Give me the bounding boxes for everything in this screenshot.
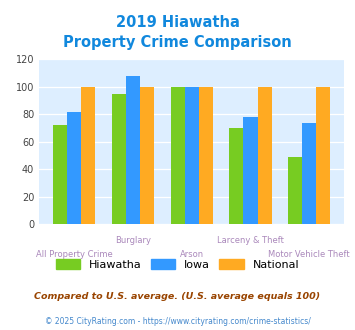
Text: Motor Vehicle Theft: Motor Vehicle Theft	[268, 250, 350, 259]
Bar	[244, 117, 258, 224]
Bar	[81, 87, 95, 224]
Bar	[302, 123, 316, 224]
Text: © 2025 CityRating.com - https://www.cityrating.com/crime-statistics/: © 2025 CityRating.com - https://www.city…	[45, 317, 310, 326]
Bar	[67, 112, 81, 224]
Text: 2019 Hiawatha: 2019 Hiawatha	[116, 15, 239, 30]
Bar	[140, 87, 154, 224]
Bar	[170, 87, 185, 224]
Bar	[288, 157, 302, 224]
Text: All Property Crime: All Property Crime	[36, 250, 113, 259]
Legend: Hiawatha, Iowa, National: Hiawatha, Iowa, National	[51, 255, 304, 274]
Bar	[316, 87, 331, 224]
Text: Larceny & Theft: Larceny & Theft	[217, 236, 284, 245]
Bar	[185, 87, 199, 224]
Text: Arson: Arson	[180, 250, 204, 259]
Text: Compared to U.S. average. (U.S. average equals 100): Compared to U.S. average. (U.S. average …	[34, 292, 321, 301]
Text: Burglary: Burglary	[115, 236, 151, 245]
Text: Property Crime Comparison: Property Crime Comparison	[63, 35, 292, 50]
Bar	[126, 76, 140, 224]
Bar	[112, 94, 126, 224]
Bar	[199, 87, 213, 224]
Bar	[258, 87, 272, 224]
Bar	[229, 128, 244, 224]
Bar	[53, 125, 67, 224]
